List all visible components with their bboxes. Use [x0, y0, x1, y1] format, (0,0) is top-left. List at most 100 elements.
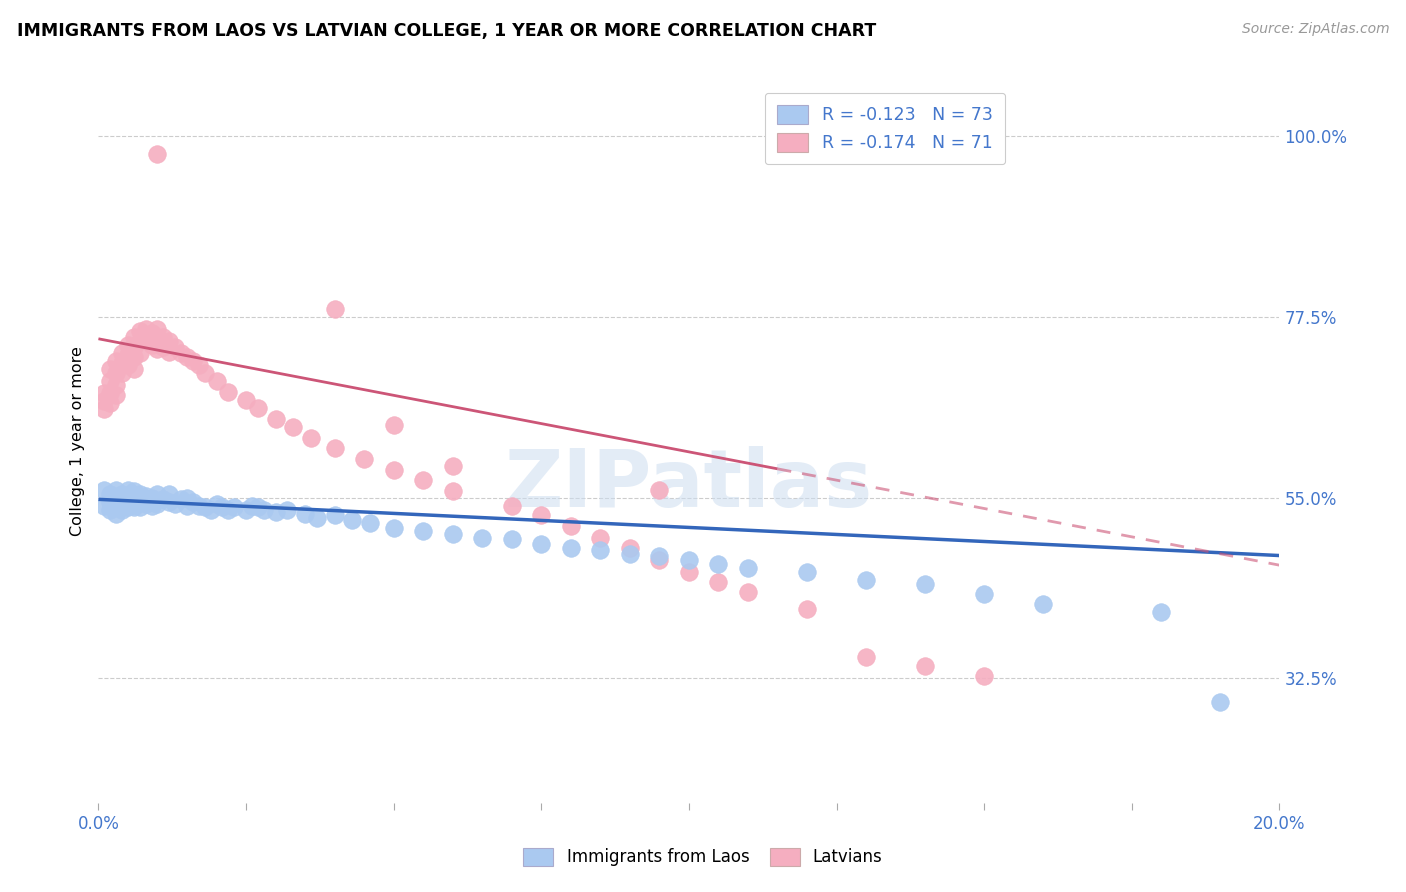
Point [141, 491, 163, 505]
Point [146, 342, 169, 356]
Point [359, 516, 381, 531]
Point [211, 500, 233, 515]
Point [176, 491, 198, 505]
Point [441, 458, 464, 473]
Point [152, 330, 174, 344]
Point [501, 499, 523, 513]
Point [342, 513, 364, 527]
Point [707, 574, 730, 589]
Text: Source: ZipAtlas.com: Source: ZipAtlas.com [1241, 22, 1389, 37]
Point [170, 346, 193, 360]
Point [855, 573, 877, 587]
Point [235, 502, 257, 516]
Point [117, 358, 139, 373]
Point [98, 486, 121, 500]
Point [98, 362, 121, 376]
Point [165, 340, 187, 354]
Point [246, 500, 269, 515]
Point [471, 531, 494, 545]
Point [93, 499, 115, 513]
Point [323, 301, 346, 316]
Point [152, 340, 174, 354]
Point [1150, 605, 1173, 619]
Point [412, 473, 434, 487]
Point [1032, 597, 1054, 611]
Point [187, 499, 209, 513]
Point [194, 500, 217, 515]
Point [117, 338, 139, 352]
Point [157, 344, 180, 359]
Point [305, 510, 328, 524]
Point [796, 601, 818, 615]
Point [93, 483, 115, 497]
Point [382, 418, 405, 433]
Point [560, 518, 582, 533]
Point [157, 486, 180, 500]
Point [122, 340, 145, 354]
Point [128, 334, 150, 348]
Point [111, 494, 134, 508]
Point [128, 492, 150, 507]
Point [181, 494, 204, 508]
Point [152, 492, 174, 507]
Point [323, 508, 346, 523]
Point [146, 486, 169, 500]
Point [111, 366, 134, 380]
Point [412, 524, 434, 539]
Point [294, 507, 316, 521]
Point [1209, 696, 1232, 710]
Point [122, 484, 145, 499]
Y-axis label: College, 1 year or more: College, 1 year or more [70, 347, 86, 536]
Point [157, 334, 180, 348]
Point [796, 565, 818, 579]
Point [914, 659, 936, 673]
Point [240, 499, 263, 513]
Point [353, 452, 375, 467]
Point [973, 587, 995, 601]
Point [187, 358, 209, 373]
Point [141, 338, 163, 352]
Point [105, 507, 128, 521]
Point [176, 350, 198, 364]
Point [98, 494, 121, 508]
Point [141, 326, 163, 340]
Point [141, 499, 163, 513]
Point [111, 356, 134, 370]
Point [93, 402, 115, 417]
Point [111, 502, 134, 516]
Point [135, 332, 157, 346]
Point [117, 492, 139, 507]
Point [530, 508, 553, 523]
Point [678, 553, 700, 567]
Point [648, 549, 671, 563]
Legend: R = -0.123   N = 73, R = -0.174   N = 71: R = -0.123 N = 73, R = -0.174 N = 71 [765, 93, 1005, 164]
Point [707, 557, 730, 571]
Point [146, 332, 169, 346]
Point [105, 378, 128, 392]
Point [737, 561, 759, 575]
Point [122, 362, 145, 376]
Point [105, 492, 128, 507]
Text: IMMIGRANTS FROM LAOS VS LATVIAN COLLEGE, 1 YEAR OR MORE CORRELATION CHART: IMMIGRANTS FROM LAOS VS LATVIAN COLLEGE,… [17, 22, 876, 40]
Point [299, 430, 322, 444]
Point [93, 386, 115, 401]
Point [157, 494, 180, 508]
Point [170, 492, 193, 507]
Point [105, 388, 128, 402]
Point [235, 392, 257, 407]
Point [122, 350, 145, 364]
Point [283, 420, 305, 434]
Point [111, 346, 134, 360]
Point [224, 500, 246, 515]
Point [181, 354, 204, 368]
Point [382, 462, 405, 476]
Point [619, 541, 641, 555]
Point [135, 497, 157, 511]
Point [441, 526, 464, 541]
Point [98, 396, 121, 410]
Point [914, 577, 936, 591]
Point [246, 401, 269, 415]
Point [973, 669, 995, 683]
Text: ZIPatlas: ZIPatlas [505, 446, 873, 524]
Point [105, 366, 128, 380]
